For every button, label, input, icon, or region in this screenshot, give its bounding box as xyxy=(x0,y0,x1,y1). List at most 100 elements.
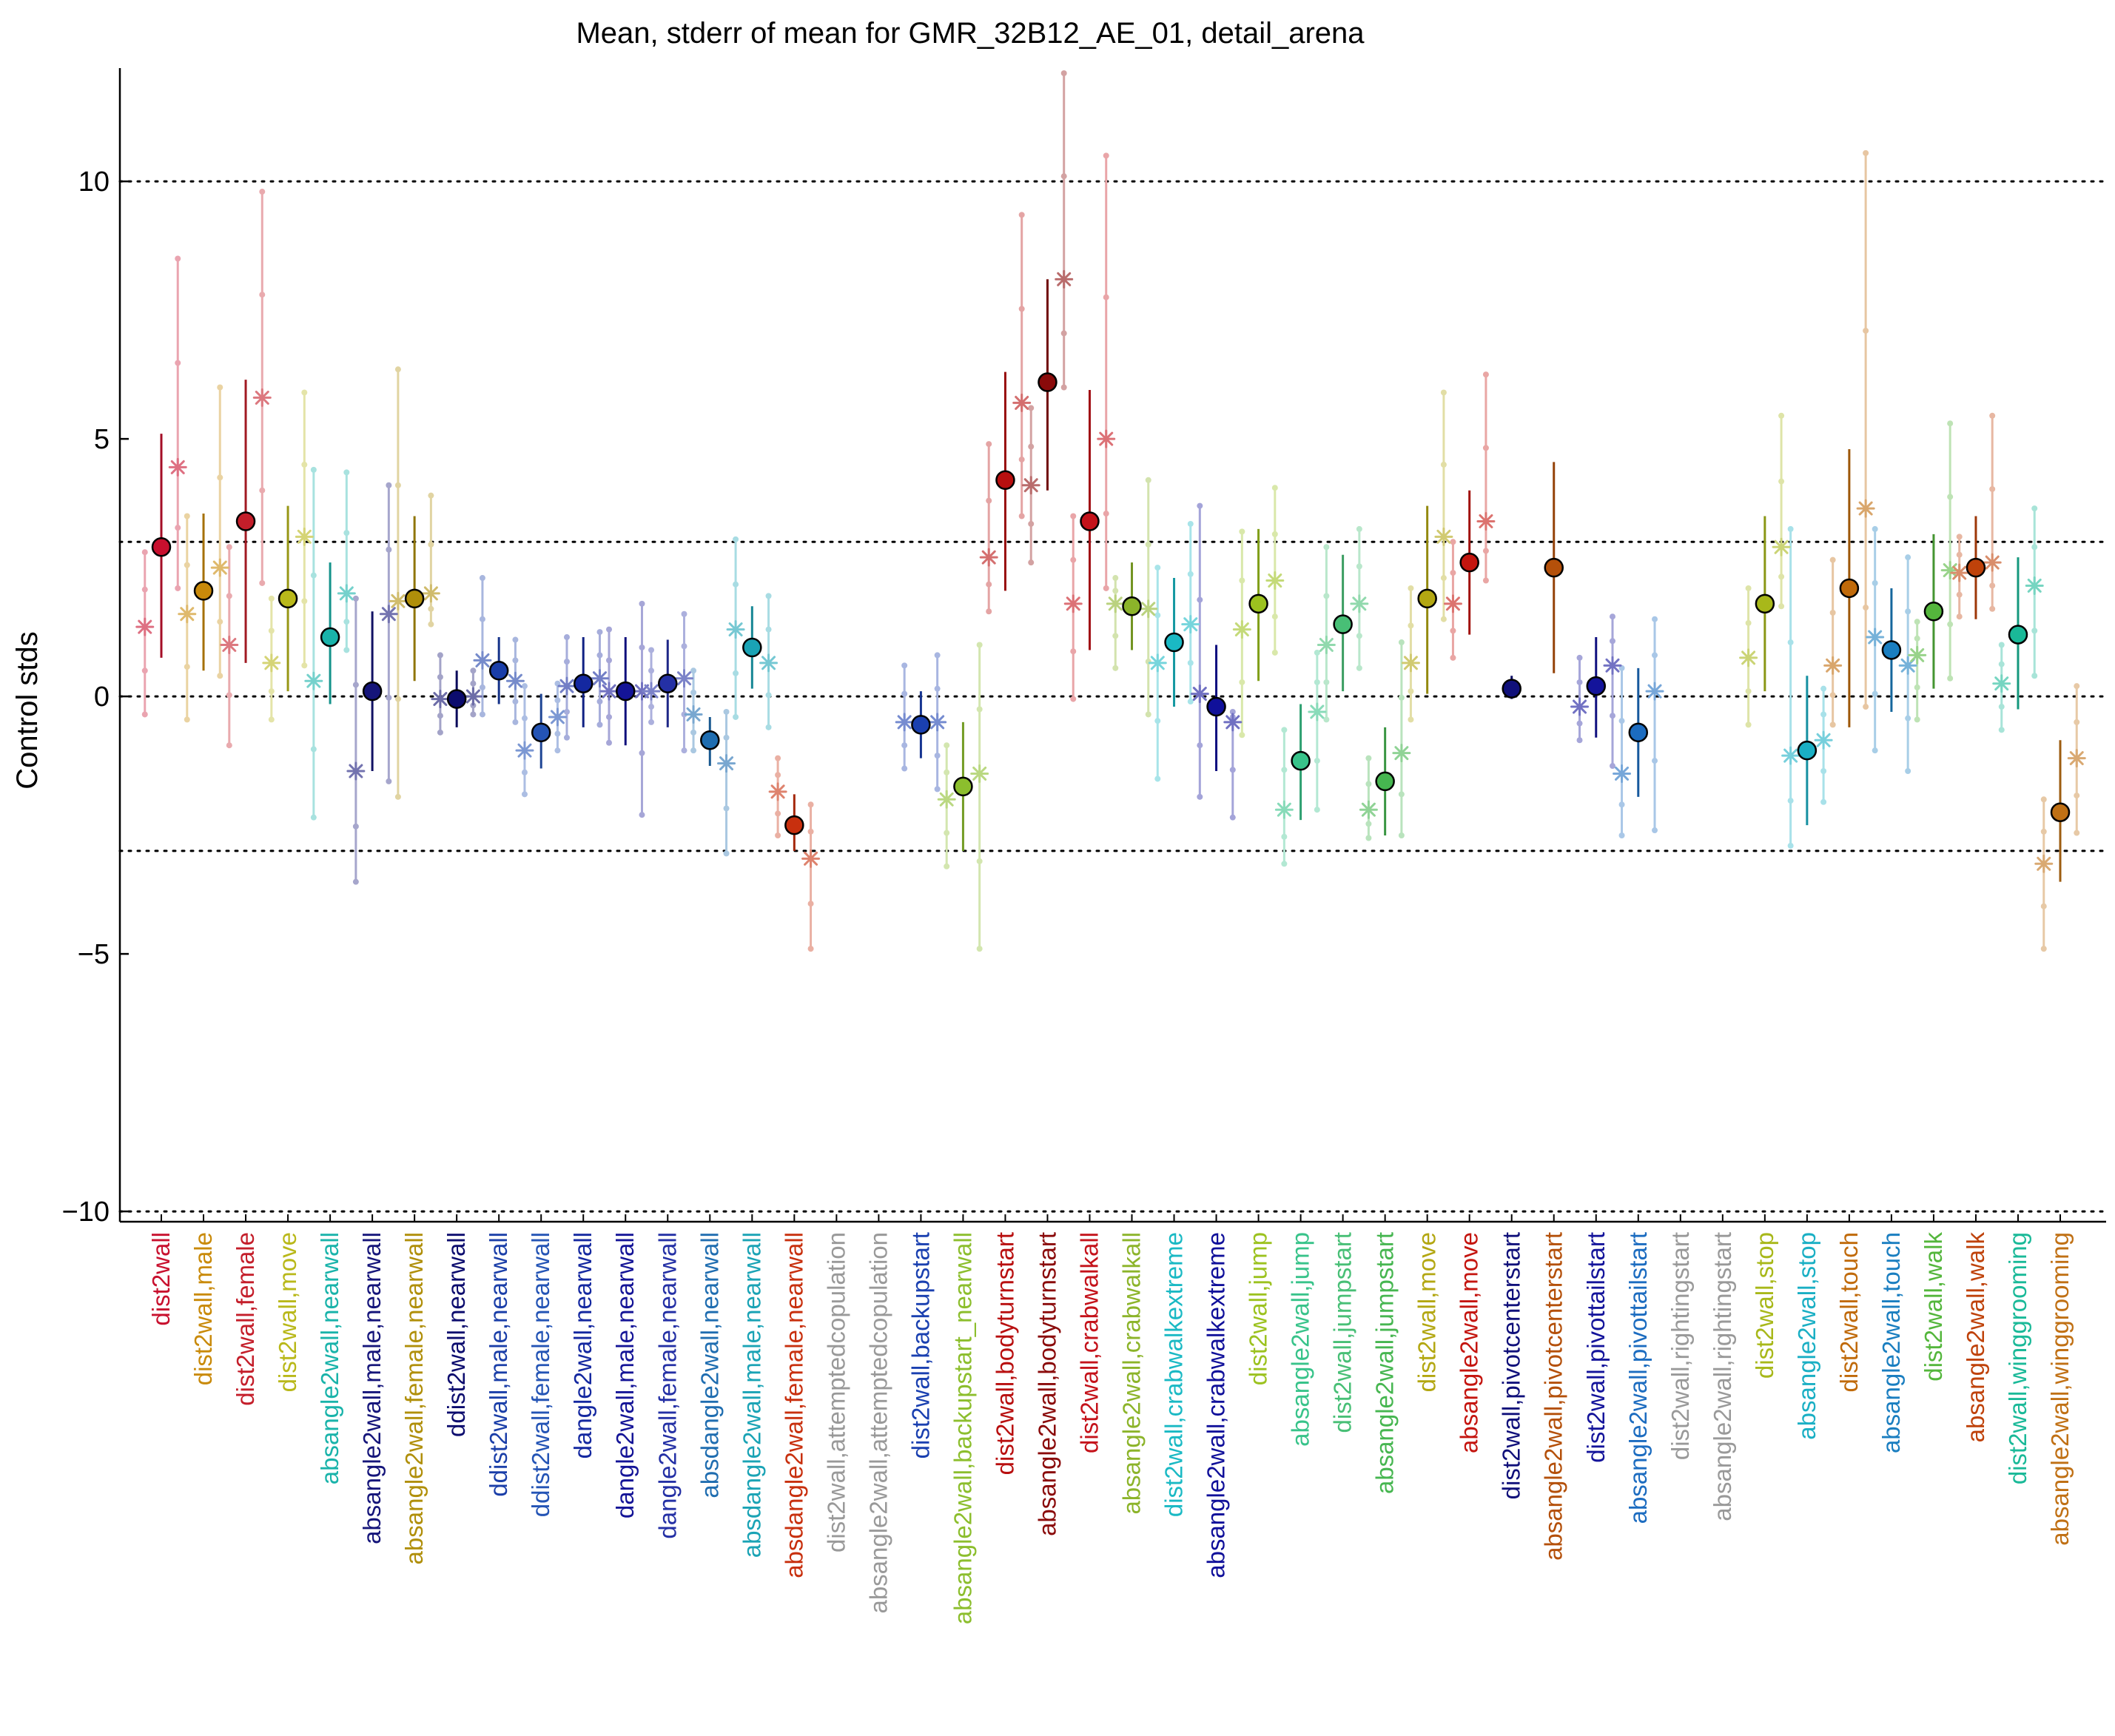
x-category-label: absdangle2wall,female,nearwall xyxy=(780,1232,807,1578)
male-range-dot xyxy=(986,608,992,615)
female-range-dot xyxy=(934,753,941,759)
male-range-dot xyxy=(352,878,359,885)
axes xyxy=(118,68,2106,1223)
female-range-dot xyxy=(428,492,434,499)
male-range-dot xyxy=(1914,684,1920,690)
male-range-dot xyxy=(394,696,401,702)
female-range-dot xyxy=(596,699,603,705)
male-range-dot xyxy=(986,441,992,448)
female-mean-marker xyxy=(1392,744,1411,763)
x-category-label: absangle2wall,winggrooming xyxy=(2046,1232,2074,1546)
female-mean-marker xyxy=(759,653,779,673)
male-range-dot xyxy=(1323,544,1330,551)
male-mean-marker xyxy=(515,741,534,760)
male-range-dot xyxy=(521,791,528,798)
female-range-dot xyxy=(1356,525,1362,532)
male-mean-marker xyxy=(1866,628,1885,647)
mean-marker xyxy=(573,673,594,693)
male-range-dot xyxy=(648,667,655,674)
mean-marker xyxy=(1122,596,1142,616)
female-range-dot xyxy=(934,786,941,793)
female-range-dot xyxy=(1609,713,1615,719)
male-range-dot xyxy=(1787,639,1794,646)
x-category-label: absangle2wall,touch xyxy=(1877,1232,1905,1453)
x-category-label: absangle2wall,jumpstart xyxy=(1371,1232,1399,1494)
female-range-dot xyxy=(2031,628,2038,634)
mean-marker xyxy=(235,511,256,531)
female-mean-marker xyxy=(1814,730,1833,750)
female-range-dot xyxy=(1314,649,1320,656)
male-range-dot xyxy=(1872,747,1878,754)
male-range-dot xyxy=(479,575,485,582)
female-range-dot xyxy=(217,619,223,625)
female-range-dot xyxy=(2074,719,2080,725)
female-range-dot xyxy=(723,734,730,741)
female-mean-marker xyxy=(1223,713,1243,732)
male-range-dot xyxy=(1408,716,1414,723)
female-range-dot xyxy=(1018,306,1025,312)
x-category-label: dist2wall,jump xyxy=(1245,1232,1272,1385)
female-range-dot xyxy=(1229,814,1236,821)
male-range-dot xyxy=(2040,946,2047,952)
x-category-label: dist2wall,backupstart xyxy=(907,1232,934,1459)
x-category-label: absangle2wall,female,nearwall xyxy=(400,1232,428,1564)
male-range-dot xyxy=(394,482,401,488)
male-range-dot xyxy=(1618,718,1625,724)
male-range-dot xyxy=(563,708,570,715)
male-range-dot xyxy=(226,593,232,599)
female-mean-marker xyxy=(970,764,989,783)
female-range-dot xyxy=(343,647,350,653)
female-range-dot xyxy=(639,644,645,650)
male-mean-marker xyxy=(1021,476,1040,495)
male-range-dot xyxy=(310,746,317,753)
x-category-label: absangle2wall,move xyxy=(1456,1232,1483,1453)
female-range-dot xyxy=(1440,389,1447,396)
female-range-dot xyxy=(681,643,687,650)
x-category-label: dangle2wall,male,nearwall xyxy=(611,1232,639,1518)
mean-marker xyxy=(995,470,1015,491)
female-range-dot xyxy=(1229,767,1236,773)
mean-marker xyxy=(1923,602,1944,622)
female-range-dot xyxy=(1609,613,1615,620)
male-range-dot xyxy=(1956,613,1963,620)
male-range-dot xyxy=(901,765,908,772)
male-range-dot xyxy=(437,673,443,680)
female-mean-marker xyxy=(1055,269,1074,289)
x-category-label: dist2wall,stop xyxy=(1751,1232,1778,1379)
male-mean-marker xyxy=(937,790,956,809)
male-range-dot xyxy=(733,713,739,720)
female-range-dot xyxy=(175,585,181,591)
female-range-dot xyxy=(723,708,730,715)
y-tick-label: 5 xyxy=(94,424,110,455)
female-range-dot xyxy=(596,652,603,659)
female-mean-marker xyxy=(337,584,356,603)
x-category-label: dangle2wall,female,nearwall xyxy=(653,1232,681,1539)
female-range-dot xyxy=(596,629,603,636)
female-range-dot xyxy=(765,724,772,730)
female-range-dot xyxy=(1820,768,1827,775)
mean-marker xyxy=(658,673,678,693)
female-range-dot xyxy=(428,605,434,612)
x-category-label: dist2wall,jumpstart xyxy=(1329,1232,1356,1433)
male-range-dot xyxy=(1365,781,1372,787)
mean-marker xyxy=(1164,632,1184,653)
x-category-label: dist2wall,attemptedcopulation xyxy=(822,1232,850,1552)
male-mean-marker xyxy=(220,636,239,654)
female-range-dot xyxy=(1947,675,1954,682)
female-range-dot xyxy=(301,662,308,669)
male-range-dot xyxy=(563,659,570,665)
male-range-dot xyxy=(1154,565,1161,571)
male-range-dot xyxy=(226,692,232,699)
female-range-dot xyxy=(1863,149,1869,156)
male-range-dot xyxy=(521,715,528,721)
male-range-dot xyxy=(1450,570,1456,576)
x-category-label: dangle2wall,nearwall xyxy=(569,1232,596,1459)
female-mean-marker xyxy=(1308,702,1327,721)
male-mean-marker xyxy=(1274,800,1294,819)
mean-marker xyxy=(1839,578,1860,599)
male-range-dot xyxy=(1323,679,1330,685)
mean-marker xyxy=(784,815,804,835)
y-tick-label: 0 xyxy=(94,682,110,713)
data-markers xyxy=(135,269,2086,882)
male-range-dot xyxy=(1281,767,1288,773)
